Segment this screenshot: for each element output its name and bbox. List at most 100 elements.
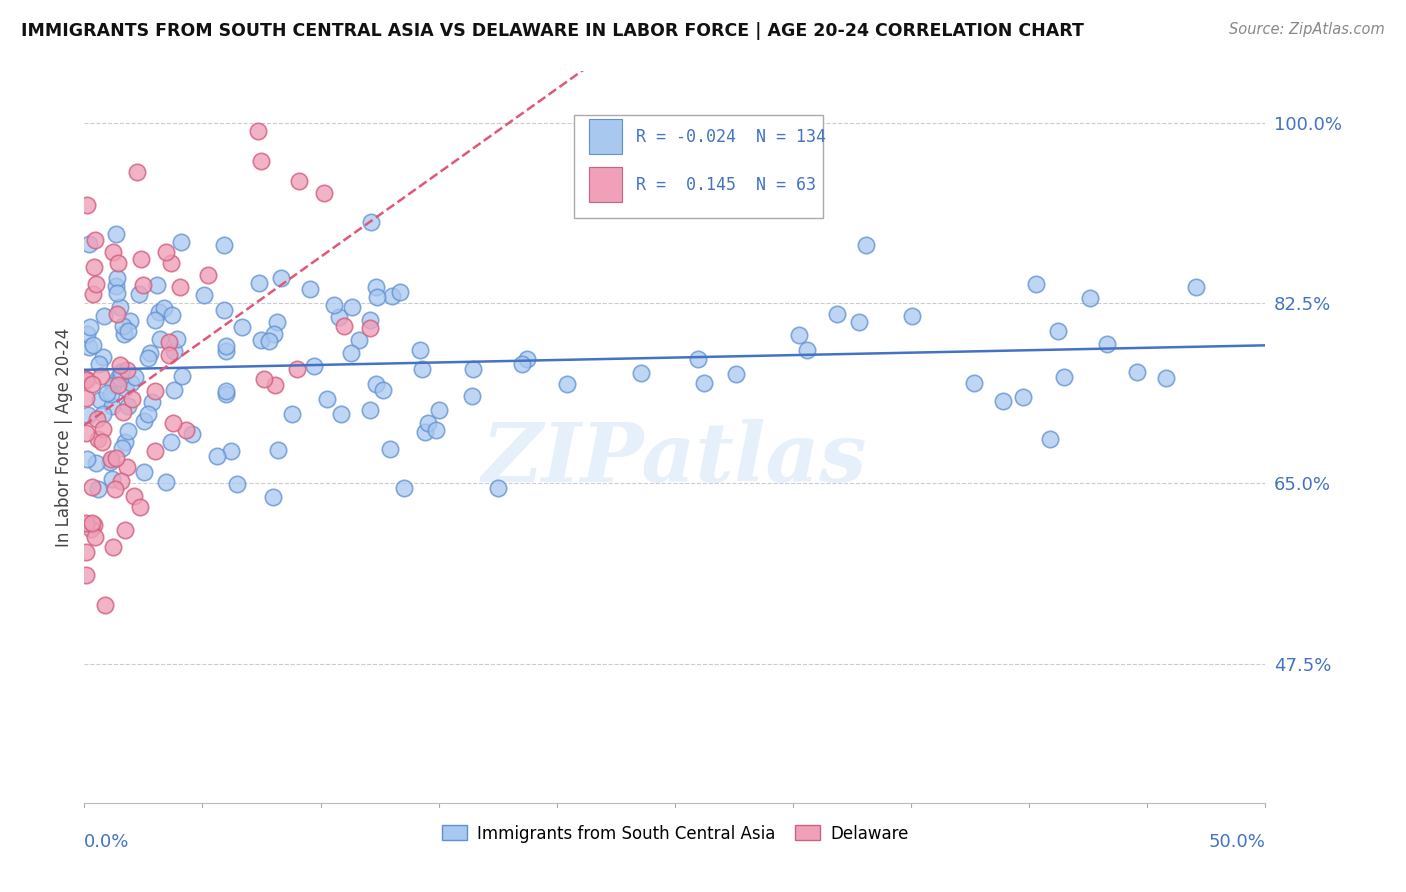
Point [91,351,114,365]
Point [149,332,172,346]
Point [117,424,139,438]
Point [141,395,163,409]
Point [90,369,112,384]
Point [75,568,97,582]
Point [1125,365,1147,379]
Point [197,268,219,282]
Point [84,456,107,470]
Point [1011,391,1033,405]
Point [349,333,371,347]
Point [330,407,353,421]
Point [145,443,167,458]
Point [180,427,202,442]
Point [219,444,242,458]
Point [86,277,108,291]
Point [366,280,388,294]
Point [381,288,404,302]
Point [166,332,188,346]
Point [359,313,381,327]
Point [129,252,152,266]
Point [80,522,103,536]
Point [322,298,344,312]
Text: Source: ZipAtlas.com: Source: ZipAtlas.com [1229,22,1385,37]
Point [1097,337,1119,351]
Point [75,392,97,406]
Point [100,451,122,466]
Point [132,465,155,479]
Point [787,328,810,343]
Y-axis label: In Labor Force | Age 20-24: In Labor Force | Age 20-24 [55,327,73,547]
FancyBboxPatch shape [589,119,621,154]
Point [101,400,124,414]
Point [100,472,122,486]
Point [75,373,97,387]
Point [136,407,159,421]
Point [82,286,104,301]
Point [855,238,877,252]
Point [143,384,166,398]
Text: ZIPatlas: ZIPatlas [482,419,868,499]
Point [75,372,97,386]
Point [162,344,184,359]
Point [107,377,129,392]
Point [101,378,124,392]
Point [328,310,350,325]
Point [389,285,412,299]
Point [316,392,339,407]
Point [112,326,135,341]
Point [77,409,100,423]
Point [686,351,709,366]
Point [212,303,235,318]
Point [155,244,177,259]
Point [91,422,114,436]
Point [146,277,169,292]
Point [429,402,451,417]
Point [360,215,382,229]
Point [270,271,292,285]
Legend: Immigrants from South Central Asia, Delaware: Immigrants from South Central Asia, Dela… [434,818,915,849]
Point [108,300,131,314]
Point [1046,324,1069,338]
Point [157,335,180,350]
Point [510,357,533,371]
Point [159,435,181,450]
Point [132,278,155,293]
Point [100,387,122,401]
Point [120,376,142,391]
Point [263,326,285,341]
Point [82,377,104,392]
Point [110,442,132,456]
Point [132,414,155,428]
Point [425,423,447,437]
Point [105,450,128,465]
Point [114,523,136,537]
Point [172,369,194,384]
FancyBboxPatch shape [589,167,621,202]
Point [205,449,228,463]
Point [169,280,191,294]
Point [83,518,105,533]
Point [84,233,107,247]
Point [104,482,127,496]
Point [153,301,176,316]
Point [87,483,110,497]
Point [298,282,321,296]
Point [86,432,108,446]
Point [1025,277,1047,292]
Point [267,442,290,457]
Point [796,343,818,357]
Point [302,359,325,373]
Point [114,434,136,449]
Point [128,287,150,301]
Point [555,376,578,391]
Point [366,377,388,392]
Point [82,337,104,351]
Point [86,412,108,426]
Point [249,153,271,168]
Point [285,362,308,376]
Point [339,346,361,360]
Point [122,489,145,503]
Point [287,174,309,188]
Point [378,442,401,456]
Text: R = -0.024  N = 134: R = -0.024 N = 134 [636,128,825,145]
